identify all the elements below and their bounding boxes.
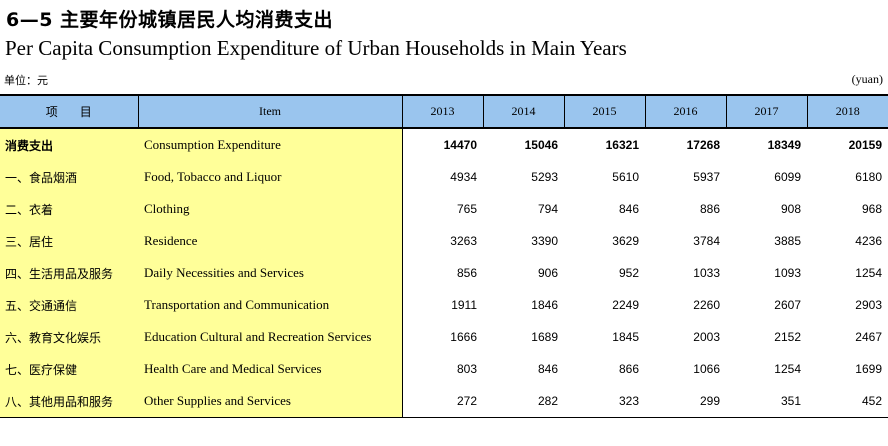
- row-label-chinese: 三、居住: [0, 225, 138, 257]
- value-cell: 18349: [767, 138, 801, 152]
- header-year: 2014: [482, 94, 564, 129]
- page-title-chinese: 6—5 主要年份城镇居民人均消费支出: [6, 9, 334, 31]
- table-row: 三、居住 Residence 3263 3390 3629 3784 3885 4236: [0, 225, 888, 257]
- row-label-chinese: 消费支出: [0, 128, 138, 161]
- value-cell: 5937: [693, 170, 720, 184]
- value-cell: 15046: [524, 138, 558, 152]
- unit-label-english: (yuan): [851, 72, 883, 86]
- value-cell: 6099: [774, 170, 801, 184]
- value-cell: 906: [537, 266, 558, 280]
- row-label-english: Residence: [138, 225, 403, 257]
- value-cell: 2467: [855, 330, 882, 344]
- value-cell: 1254: [855, 266, 882, 280]
- table-header-row: 项目 Item 2013 2014 2015 2016 2017 2018: [0, 94, 888, 129]
- value-cell: 323: [564, 385, 645, 418]
- header-year: 2017: [725, 94, 807, 129]
- value-cell: 846: [537, 362, 558, 376]
- value-cell: 1911: [451, 298, 477, 312]
- value-cell: 5293: [531, 170, 558, 184]
- header-year: 2016: [644, 94, 726, 129]
- table-row: 八、其他用品和服务 Other Supplies and Services 272 2…: [0, 385, 888, 418]
- value-cell: 3885: [774, 234, 801, 248]
- page-title-english: Per Capita Consumption Expenditure of Ur…: [5, 36, 627, 60]
- row-label-english: Transportation and Communication: [138, 289, 403, 321]
- row-label-english: Other Supplies and Services: [138, 385, 403, 418]
- table-body: 消费支出 Consumption Expenditure 14470 15046 163…: [0, 128, 888, 418]
- value-cell: 20159: [848, 138, 882, 152]
- value-cell: 856: [456, 266, 477, 280]
- row-label-chinese: 二、衣着: [0, 193, 138, 225]
- header-year: 2018: [806, 94, 888, 129]
- value-cell: 14470: [443, 138, 477, 152]
- value-cell: 4934: [450, 170, 477, 184]
- value-cell: 351: [726, 385, 807, 418]
- header-year: 2013: [401, 94, 483, 129]
- value-cell: 2607: [774, 298, 801, 312]
- header-year: 2015: [563, 94, 645, 129]
- row-label-chinese: 六、教育文化娱乐: [0, 321, 138, 353]
- value-cell: 16321: [605, 138, 639, 152]
- value-cell: 952: [618, 266, 639, 280]
- row-label-chinese: 七、医疗保健: [0, 353, 138, 385]
- value-cell: 1066: [693, 362, 720, 376]
- value-cell: 908: [780, 202, 801, 216]
- value-cell: 1846: [531, 298, 558, 312]
- table-row: 一、食品烟酒 Food, Tobacco and Liquor 4934 5293 56…: [0, 161, 888, 193]
- value-cell: 17268: [686, 138, 720, 152]
- value-cell: 3390: [531, 234, 558, 248]
- value-cell: 4236: [855, 234, 882, 248]
- row-label-english: Food, Tobacco and Liquor: [138, 161, 403, 193]
- row-label-english: Daily Necessities and Services: [138, 257, 403, 289]
- value-cell: 1093: [774, 266, 801, 280]
- table-row: 六、教育文化娱乐 Education Cultural and Recreatio…: [0, 321, 888, 353]
- value-cell: 1845: [612, 330, 639, 344]
- value-cell: 6180: [855, 170, 882, 184]
- row-label-chinese: 一、食品烟酒: [0, 161, 138, 193]
- row-label-english: Consumption Expenditure: [138, 128, 403, 161]
- value-cell: 3784: [693, 234, 720, 248]
- value-cell: 272: [402, 385, 483, 418]
- row-label-chinese: 五、交通通信: [0, 289, 138, 321]
- row-label-chinese: 八、其他用品和服务: [0, 385, 138, 418]
- value-cell: 765: [456, 202, 477, 216]
- value-cell: 1033: [693, 266, 720, 280]
- value-cell: 282: [483, 385, 564, 418]
- table-row: 七、医疗保健 Health Care and Medical Services 80…: [0, 353, 888, 385]
- value-cell: 2003: [693, 330, 720, 344]
- value-cell: 3263: [450, 234, 477, 248]
- table-row: 消费支出 Consumption Expenditure 14470 15046 163…: [0, 128, 888, 161]
- value-cell: 2152: [774, 330, 801, 344]
- value-cell: 1689: [531, 330, 558, 344]
- value-cell: 1666: [450, 330, 477, 344]
- row-label-chinese: 四、生活用品及服务: [0, 257, 138, 289]
- expenditure-table: 项目 Item 2013 2014 2015 2016 2017 2018 消费…: [0, 94, 888, 418]
- value-cell: 846: [618, 202, 639, 216]
- value-cell: 2903: [855, 298, 882, 312]
- value-cell: 803: [456, 362, 477, 376]
- table-row: 四、生活用品及服务 Daily Necessities and Services 8…: [0, 257, 888, 289]
- value-cell: 2260: [693, 298, 720, 312]
- value-cell: 886: [699, 202, 720, 216]
- value-cell: 968: [861, 202, 882, 216]
- row-label-english: Health Care and Medical Services: [138, 353, 403, 385]
- header-item-english: Item: [137, 94, 402, 129]
- value-cell: 5610: [612, 170, 639, 184]
- header-item-chinese: 项目: [0, 94, 138, 129]
- unit-label-chinese: 单位：元: [4, 74, 48, 87]
- value-cell: 1699: [855, 362, 882, 376]
- value-cell: 1254: [774, 362, 801, 376]
- value-cell: 452: [807, 385, 888, 418]
- value-cell: 794: [537, 202, 558, 216]
- value-cell: 3629: [612, 234, 639, 248]
- value-cell: 2249: [612, 298, 639, 312]
- value-cell: 299: [645, 385, 726, 418]
- row-label-english: Clothing: [138, 193, 403, 225]
- row-label-english: Education Cultural and Recreation Servic…: [138, 321, 403, 353]
- table-row: 五、交通通信 Transportation and Communication 19…: [0, 289, 888, 321]
- table-row: 二、衣着 Clothing 765 794 846 886 908 968: [0, 193, 888, 225]
- value-cell: 866: [618, 362, 639, 376]
